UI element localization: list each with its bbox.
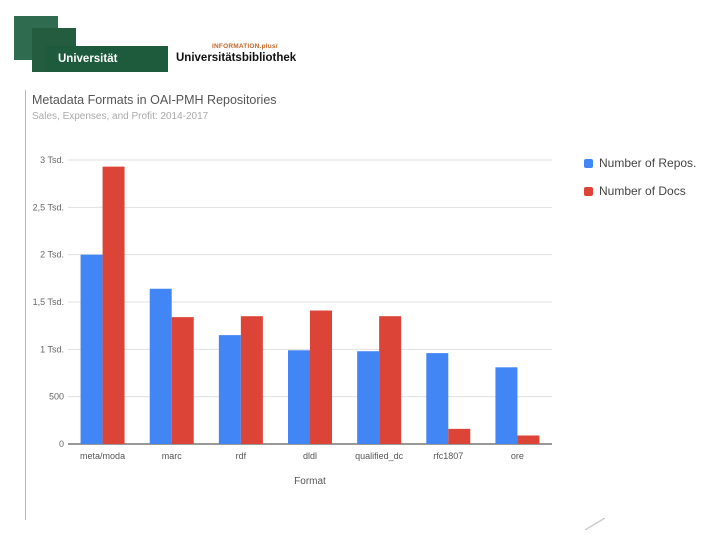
x-tick-label: rfc1807	[433, 451, 463, 461]
bar-repos	[149, 288, 172, 444]
legend-item-repos: Number of Repos.	[584, 156, 696, 170]
y-tick-label: 2,5 Tsd.	[33, 202, 64, 212]
y-tick-label: 2 Tsd.	[40, 250, 64, 260]
university-logo: Universität Bielefeld	[14, 16, 168, 91]
legend: Number of Repos. Number of Docs	[584, 156, 696, 212]
info-plus-label: INFORMATION.plus/	[212, 43, 278, 50]
chart-title: Metadata Formats in OAI-PMH Repositories	[32, 93, 277, 107]
y-tick-label: 1,5 Tsd.	[33, 297, 64, 307]
y-tick-label: 3 Tsd.	[40, 155, 64, 165]
decorative-corner-mark	[585, 518, 605, 530]
library-name: Universitätsbibliothek	[176, 52, 297, 64]
x-tick-label: meta/moda	[80, 451, 125, 461]
bar-docs	[517, 435, 540, 444]
y-tick-label: 1 Tsd.	[40, 344, 64, 354]
legend-swatch-docs	[584, 186, 593, 196]
y-tick-label: 0	[59, 439, 64, 449]
x-tick-label: rdf	[236, 451, 247, 461]
x-tick-label: qualified_dc	[355, 451, 404, 461]
legend-label-docs: Number of Docs	[599, 184, 686, 198]
bar-repos	[426, 353, 449, 444]
university-name: Universität Bielefeld	[46, 46, 168, 91]
bar-docs	[310, 310, 332, 444]
legend-item-docs: Number of Docs	[584, 184, 696, 198]
bar-repos	[80, 254, 103, 444]
bar-docs	[240, 316, 263, 444]
x-tick-label: marc	[162, 451, 182, 461]
bar-repos	[357, 351, 380, 444]
x-tick-label: ore	[511, 451, 524, 461]
chart-subtitle: Sales, Expenses, and Profit: 2014-2017	[32, 111, 209, 122]
bar-docs	[102, 166, 125, 445]
bar-repos	[288, 350, 310, 444]
left-divider	[25, 90, 26, 520]
bar-repos	[495, 367, 518, 444]
bar-docs	[448, 428, 471, 444]
bar-repos	[218, 335, 241, 444]
x-axis-title: Format	[294, 476, 326, 487]
bar-docs	[171, 317, 194, 444]
y-tick-label: 500	[49, 392, 64, 402]
legend-label-repos: Number of Repos.	[599, 156, 697, 170]
legend-swatch-repos	[584, 158, 593, 168]
x-tick-label: dldl	[303, 451, 317, 461]
bar-docs	[379, 316, 402, 444]
